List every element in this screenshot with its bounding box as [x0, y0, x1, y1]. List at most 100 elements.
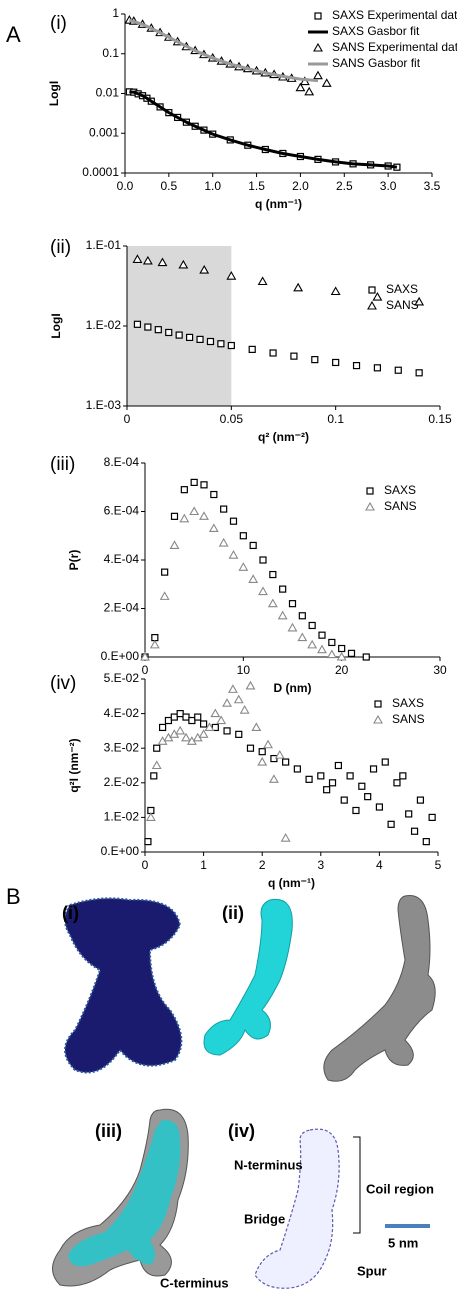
- data-point: [269, 570, 277, 579]
- data-point: [154, 326, 162, 334]
- data-point: [222, 698, 232, 707]
- data-point: [186, 333, 194, 342]
- data-point: [238, 562, 249, 571]
- data-point: [393, 779, 401, 787]
- x-tick-label: 0.0: [117, 179, 134, 193]
- data-point: [151, 760, 162, 770]
- y-tick-label: 1.E-02: [104, 810, 140, 824]
- y-axis-label: LogI: [47, 81, 61, 106]
- x-tick-label: 2.0: [292, 179, 309, 193]
- highlight-region: [127, 246, 232, 406]
- legend-label: SAXS: [384, 483, 416, 497]
- x-tick-label: 4: [376, 858, 383, 872]
- data-point: [144, 838, 152, 846]
- data-point: [169, 540, 180, 549]
- data-point: [330, 286, 341, 296]
- legend-swatch: [314, 12, 322, 20]
- data-point: [199, 264, 210, 274]
- y-tick-label: 2.E-04: [104, 601, 140, 615]
- data-point: [293, 765, 301, 773]
- data-point: [194, 713, 202, 721]
- y-tick-label: 0.01: [96, 86, 120, 100]
- panel-label: A: [6, 22, 21, 47]
- data-point: [338, 644, 346, 653]
- data-point: [277, 610, 288, 620]
- data-point: [170, 512, 179, 520]
- data-point: [288, 600, 297, 608]
- data-point: [422, 838, 430, 846]
- x-tick-label: 30: [433, 663, 447, 677]
- data-point: [362, 653, 370, 661]
- data-point: [387, 820, 395, 828]
- data-point: [318, 631, 326, 639]
- data-point: [199, 511, 209, 520]
- data-point: [399, 772, 407, 780]
- data-point: [336, 651, 347, 661]
- annotation: Spur: [357, 1263, 387, 1278]
- data-point: [133, 320, 142, 328]
- data-point: [161, 568, 169, 576]
- data-point: [251, 722, 262, 731]
- data-point: [145, 812, 156, 821]
- data-point: [200, 481, 208, 489]
- data-point: [196, 335, 204, 343]
- data-point: [239, 532, 247, 540]
- subpanel-label: (iii): [50, 454, 75, 475]
- data-point: [140, 651, 150, 661]
- y-tick-label: 6.E-04: [104, 504, 140, 518]
- subpanel-label: (i): [50, 13, 67, 34]
- data-point: [297, 632, 308, 642]
- data-point: [150, 772, 158, 780]
- data-point: [323, 786, 331, 794]
- y-tick-label: 1.E-01: [86, 238, 122, 252]
- data-point: [257, 756, 268, 766]
- y-axis-label: LogI: [49, 313, 63, 338]
- data-point: [229, 517, 238, 525]
- data-point: [405, 810, 413, 818]
- data-point: [328, 638, 336, 647]
- legend-label: SAXS Experimental data: [332, 8, 457, 22]
- data-point: [257, 276, 268, 286]
- data-point: [181, 732, 191, 742]
- legend-label: SAXS: [386, 282, 418, 296]
- y-tick-label: 1: [112, 6, 119, 20]
- y-tick-label: 5.E-02: [104, 671, 140, 685]
- panel-label: B: [6, 884, 21, 909]
- data-point: [269, 349, 277, 357]
- data-point: [394, 366, 402, 374]
- data-point: [352, 361, 361, 370]
- fit-line: [128, 18, 319, 83]
- data-point: [210, 708, 221, 718]
- data-point: [321, 78, 332, 87]
- annotation: Coil region: [366, 1181, 434, 1196]
- data-point: [217, 340, 225, 348]
- data-point: [227, 684, 238, 693]
- annotation: N-terminus: [234, 1157, 303, 1172]
- data-point: [246, 744, 255, 752]
- data-point: [153, 744, 161, 752]
- y-tick-label: 0.E+00: [101, 844, 140, 858]
- data-point: [149, 639, 160, 649]
- data-point: [304, 86, 315, 96]
- subpanel-label: (iv): [228, 1121, 255, 1141]
- x-tick-label: 0: [142, 663, 149, 677]
- data-point: [311, 356, 319, 364]
- x-tick-label: 1: [200, 858, 207, 872]
- bracket: [353, 1136, 361, 1234]
- data-point: [204, 722, 215, 731]
- data-point: [228, 550, 239, 559]
- data-point: [340, 796, 348, 804]
- data-point: [415, 369, 423, 377]
- data-point: [235, 730, 243, 738]
- data-point: [245, 680, 256, 690]
- x-axis-label: q² (nm⁻²): [258, 430, 309, 444]
- data-point: [317, 644, 327, 654]
- subpanel-label: (ii): [222, 903, 244, 923]
- data-point: [200, 720, 208, 728]
- y-axis-label: q²I (nm⁻²): [67, 738, 81, 792]
- data-point: [352, 806, 360, 815]
- data-point: [287, 622, 298, 632]
- data-point: [158, 723, 167, 732]
- data-point: [375, 803, 383, 811]
- data-point: [258, 586, 268, 596]
